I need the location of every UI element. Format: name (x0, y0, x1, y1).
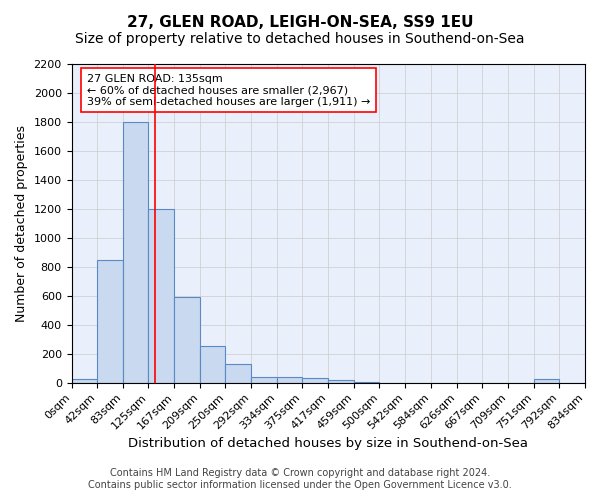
X-axis label: Distribution of detached houses by size in Southend-on-Sea: Distribution of detached houses by size … (128, 437, 528, 450)
Bar (122, 122, 148, 382)
Text: 27, GLEN ROAD, LEIGH-ON-SEA, SS9 1EU: 27, GLEN ROAD, LEIGH-ON-SEA, SS9 1EU (127, 15, 473, 30)
Bar (97, 260, 122, 382)
Bar (175, 298, 200, 382)
Bar (148, 209, 175, 382)
Bar (277, 377, 302, 382)
Bar (71, 379, 97, 382)
Y-axis label: Number of detached properties: Number of detached properties (15, 125, 28, 322)
Bar (251, 376, 277, 382)
Text: 27 GLEN ROAD: 135sqm
← 60% of detached houses are smaller (2,967)
39% of semi-de: 27 GLEN ROAD: 135sqm ← 60% of detached h… (87, 74, 370, 107)
Text: Size of property relative to detached houses in Southend-on-Sea: Size of property relative to detached ho… (75, 32, 525, 46)
Bar (534, 379, 559, 382)
Bar (200, 346, 226, 383)
Bar (302, 378, 328, 382)
Text: Contains HM Land Registry data © Crown copyright and database right 2024.
Contai: Contains HM Land Registry data © Crown c… (88, 468, 512, 490)
Bar (328, 380, 354, 382)
Bar (226, 364, 251, 382)
